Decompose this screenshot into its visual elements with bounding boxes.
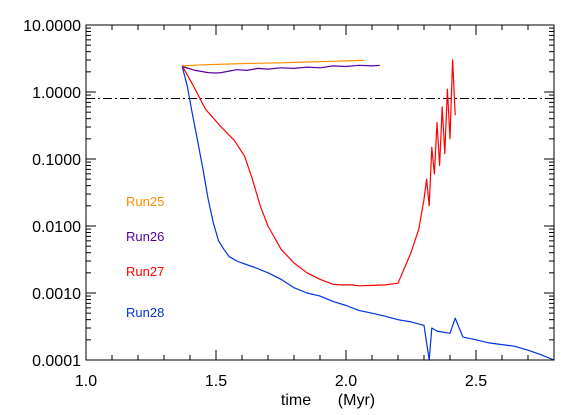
y-axis: 10.0000 1.0000 0.1000 0.0100 0.0010 0.0001 — [23, 18, 554, 370]
y-tick-label: 0.0010 — [32, 286, 81, 303]
x-axis-title: time (Myr) — [281, 392, 375, 409]
legend-label-run26: Run26 — [126, 229, 164, 244]
x-tick-label: 1.5 — [205, 373, 227, 390]
legend-label-run28: Run28 — [126, 305, 164, 320]
legend-label-run25: Run25 — [126, 194, 164, 209]
series-line-run28 — [181, 66, 555, 361]
x-tick-label: 1.0 — [75, 373, 97, 390]
plot-frame — [85, 24, 555, 361]
legend-label-run27: Run27 — [126, 264, 164, 279]
series-line-run25 — [182, 59, 365, 67]
y-tick-label: 0.1000 — [32, 152, 81, 169]
series-line-run26 — [182, 64, 380, 74]
y-tick-label: 0.0100 — [32, 219, 81, 236]
x-tick-label: 2.5 — [465, 373, 487, 390]
y-tick-label: 0.0001 — [32, 353, 81, 370]
x-tick-label: 2.0 — [335, 373, 357, 390]
plot-content — [86, 59, 555, 361]
y-tick-label: 1.0000 — [32, 85, 81, 102]
x-axis: 1.0 1.5 2.0 2.5 — [75, 25, 529, 390]
legend: Run25 Run26 Run27 Run28 — [126, 194, 164, 320]
series-line-run27 — [181, 59, 456, 287]
y-tick-label: 10.0000 — [23, 18, 81, 35]
